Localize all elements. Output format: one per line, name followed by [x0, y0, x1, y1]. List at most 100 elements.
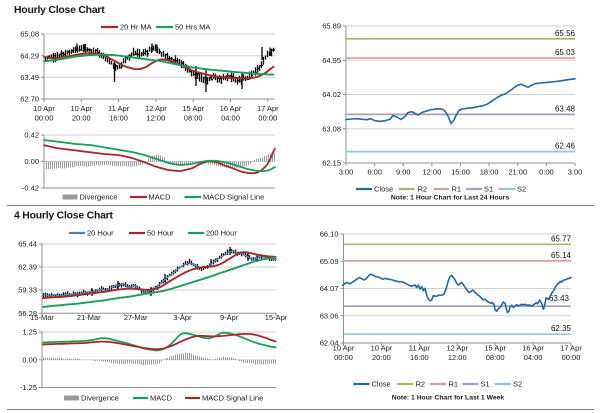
svg-text:MACD: MACD [149, 193, 172, 202]
svg-text:-1.25: -1.25 [20, 383, 37, 392]
svg-text:50 Hrs MA: 50 Hrs MA [175, 23, 210, 32]
svg-text:0.00: 0.00 [22, 356, 37, 365]
svg-text:20 Hour: 20 Hour [87, 229, 114, 238]
svg-text:Close: Close [372, 380, 391, 389]
svg-text:65.77: 65.77 [551, 234, 572, 243]
svg-text:12 Apr: 12 Apr [446, 344, 468, 353]
svg-text:16:00: 16:00 [109, 114, 128, 123]
svg-text:00:00: 00:00 [35, 114, 54, 123]
svg-text:10 Apr: 10 Apr [70, 104, 92, 113]
svg-text:20:00: 20:00 [372, 353, 391, 362]
svg-text:12 Apr: 12 Apr [145, 104, 167, 113]
svg-text:R1: R1 [452, 185, 462, 194]
svg-text:16:00: 16:00 [410, 353, 429, 362]
svg-text:50 Hour: 50 Hour [147, 229, 174, 238]
svg-text:63.48: 63.48 [555, 104, 576, 113]
svg-text:10 Apr: 10 Apr [333, 344, 355, 353]
svg-text:63.08: 63.08 [322, 124, 341, 133]
svg-text:65.03: 65.03 [555, 48, 576, 57]
svg-text:64.29: 64.29 [20, 51, 39, 60]
svg-text:R2: R2 [416, 380, 426, 389]
svg-text:64.02: 64.02 [322, 90, 341, 99]
svg-text:10 Apr: 10 Apr [371, 344, 393, 353]
svg-text:12:00: 12:00 [147, 114, 166, 123]
svg-text:21-Mar: 21-Mar [77, 313, 101, 322]
svg-text:04:00: 04:00 [221, 114, 240, 123]
svg-text:65.08: 65.08 [20, 30, 39, 39]
svg-text:S2: S2 [517, 185, 526, 194]
svg-text:4 Hourly Close Chart: 4 Hourly Close Chart [14, 210, 114, 221]
svg-text:S2: S2 [513, 380, 522, 389]
svg-text:9:00: 9:00 [396, 168, 411, 177]
svg-text:0.00: 0.00 [24, 157, 39, 166]
svg-text:3-Apr: 3-Apr [173, 313, 192, 322]
svg-text:Divergence: Divergence [80, 193, 118, 202]
svg-text:15 Apr: 15 Apr [484, 344, 506, 353]
svg-text:3:00: 3:00 [339, 168, 354, 177]
svg-text:15:00: 15:00 [451, 168, 470, 177]
svg-text:Divergence: Divergence [81, 394, 119, 403]
svg-text:08:00: 08:00 [184, 114, 203, 123]
svg-text:62.35: 62.35 [551, 324, 572, 333]
svg-text:63.06: 63.06 [320, 311, 339, 320]
svg-text:17 Apr: 17 Apr [560, 344, 582, 353]
svg-text:65.44: 65.44 [18, 240, 37, 249]
svg-text:66.10: 66.10 [320, 230, 339, 239]
svg-text:Note: 1 Hour Chart for Last 24: Note: 1 Hour Chart for Last 24 Hours [391, 195, 509, 202]
svg-text:64.95: 64.95 [322, 56, 341, 65]
svg-text:12:00: 12:00 [448, 353, 467, 362]
svg-text:MACD Signal Line: MACD Signal Line [202, 394, 263, 403]
svg-text:R2: R2 [418, 185, 428, 194]
svg-text:10 Apr: 10 Apr [33, 104, 55, 113]
svg-text:0.42: 0.42 [24, 131, 39, 140]
svg-text:56.28: 56.28 [18, 309, 37, 318]
svg-text:65.14: 65.14 [551, 251, 572, 260]
svg-text:-0.42: -0.42 [22, 184, 39, 193]
svg-text:12:00: 12:00 [422, 168, 441, 177]
svg-text:0:00: 0:00 [539, 168, 554, 177]
svg-text:Close: Close [374, 185, 393, 194]
svg-text:S1: S1 [484, 185, 493, 194]
svg-text:08:00: 08:00 [486, 353, 505, 362]
svg-text:62.04: 62.04 [320, 339, 339, 348]
svg-text:64.07: 64.07 [320, 284, 339, 293]
svg-text:00:00: 00:00 [258, 114, 277, 123]
svg-text:27-Mar: 27-Mar [124, 313, 148, 322]
svg-text:Note: 1 Hour Chart for Last 1: Note: 1 Hour Chart for Last 1 Week [392, 395, 505, 402]
svg-text:6:00: 6:00 [367, 168, 382, 177]
svg-text:S1: S1 [481, 380, 490, 389]
svg-text:Hourly Close Chart: Hourly Close Chart [14, 5, 105, 16]
svg-text:62.39: 62.39 [18, 263, 37, 272]
svg-text:04:00: 04:00 [524, 353, 543, 362]
svg-text:65.89: 65.89 [322, 22, 341, 31]
svg-text:R1: R1 [449, 380, 459, 389]
svg-text:62.15: 62.15 [322, 159, 341, 168]
svg-text:63.43: 63.43 [549, 294, 570, 303]
svg-text:21:00: 21:00 [508, 168, 527, 177]
svg-text:18:00: 18:00 [480, 168, 499, 177]
svg-text:11 Apr: 11 Apr [409, 344, 431, 353]
svg-text:16 Apr: 16 Apr [220, 104, 242, 113]
svg-text:65.09: 65.09 [320, 257, 339, 266]
svg-text:15 Apr: 15 Apr [182, 104, 204, 113]
svg-text:3:00: 3:00 [568, 168, 583, 177]
svg-text:00:00: 00:00 [334, 353, 353, 362]
svg-text:16 Apr: 16 Apr [522, 344, 544, 353]
svg-text:11 Apr: 11 Apr [108, 104, 130, 113]
svg-text:63.49: 63.49 [20, 73, 39, 82]
svg-text:17 Apr: 17 Apr [257, 104, 279, 113]
svg-text:200 Hour: 200 Hour [206, 229, 237, 238]
svg-text:20:00: 20:00 [72, 114, 91, 123]
svg-text:9-Apr: 9-Apr [220, 313, 239, 322]
svg-text:59.33: 59.33 [18, 286, 37, 295]
svg-text:20 Hr MA: 20 Hr MA [120, 23, 152, 32]
svg-text:62.46: 62.46 [555, 142, 576, 151]
svg-text:1.25: 1.25 [22, 328, 37, 337]
svg-text:MACD: MACD [150, 394, 173, 403]
svg-text:62.70: 62.70 [20, 95, 39, 104]
svg-text:15-Apr: 15-Apr [265, 313, 288, 322]
svg-text:65.56: 65.56 [555, 29, 576, 38]
svg-text:MACD Signal Line: MACD Signal Line [203, 193, 264, 202]
svg-text:00:00: 00:00 [562, 353, 581, 362]
svg-text:15-Mar: 15-Mar [30, 313, 54, 322]
